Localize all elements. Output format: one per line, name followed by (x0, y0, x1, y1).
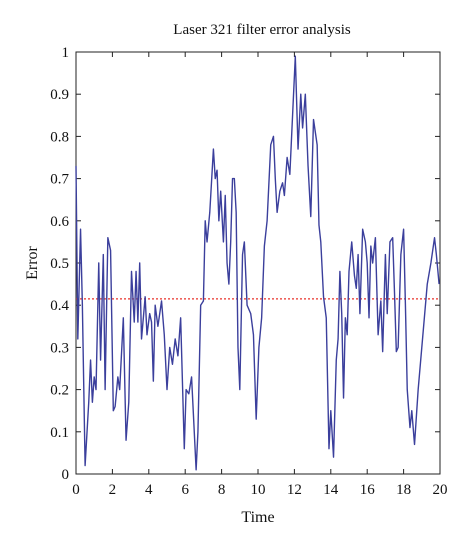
y-tick-label: 0.5 (50, 256, 69, 272)
y-tick-label: 0.4 (50, 298, 69, 314)
y-tick-label: 0.6 (50, 214, 69, 230)
y-tick-label: 1 (62, 45, 70, 61)
y-tick-label: 0.3 (50, 340, 69, 356)
x-tick-label: 4 (145, 482, 153, 498)
x-axis-label: Time (241, 509, 274, 526)
x-tick-label: 6 (181, 482, 189, 498)
y-axis-label: Error (24, 245, 41, 279)
data-line (75, 55, 440, 471)
y-tick-label: 0.1 (50, 425, 69, 441)
chart-title: Laser 321 filter error analysis (173, 22, 351, 38)
x-tick-label: 14 (323, 482, 339, 498)
y-tick-label: 0 (62, 467, 70, 483)
x-tick-label: 12 (287, 482, 302, 498)
x-tick-label: 0 (72, 482, 80, 498)
x-tick-label: 20 (433, 482, 448, 498)
x-tick-label: 18 (396, 482, 411, 498)
x-tick-label: 2 (109, 482, 117, 498)
y-tick-label: 0.9 (50, 87, 69, 103)
y-tick-label: 0.7 (50, 172, 69, 188)
x-tick-label: 10 (251, 482, 266, 498)
y-tick-label: 0.8 (50, 129, 69, 145)
y-tick-label: 0.2 (50, 383, 69, 399)
x-tick-label: 8 (218, 482, 226, 498)
x-tick-label: 16 (360, 482, 376, 498)
